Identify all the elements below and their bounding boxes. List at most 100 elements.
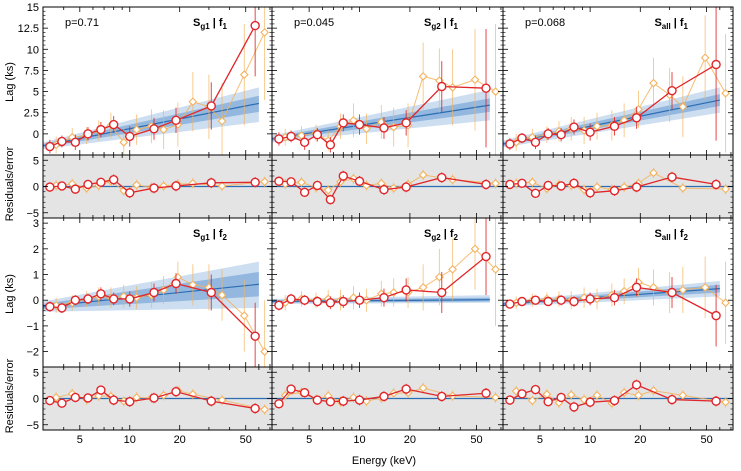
sg1-f2-x-tick-label: 50 bbox=[240, 434, 252, 446]
sall-f2-res-xmm-point bbox=[667, 394, 677, 405]
sg2-f2-lag-xmm-point bbox=[325, 298, 336, 308]
sg1-f2-lag-nustar-point bbox=[217, 290, 227, 300]
sg2-f1-p-value: p=0.045 bbox=[294, 17, 334, 29]
sg2-f1-res-xmm-point bbox=[401, 182, 411, 192]
sg2-f1-lag-nustar-point bbox=[362, 124, 371, 134]
sg2-f2-x-tick-label: 20 bbox=[404, 434, 416, 446]
sg1-f2-res-y-tick-label: 0 bbox=[33, 394, 39, 406]
sall-f2-label-main: S bbox=[654, 228, 661, 240]
sg2-f1-resid-plot bbox=[272, 169, 503, 205]
sall-f2-res-xmm-point bbox=[543, 396, 553, 407]
sg1-f2-lag-xmm-point bbox=[45, 301, 55, 312]
sall-f2-lag-xmm-series bbox=[505, 277, 721, 347]
sall-f2-res-frame bbox=[502, 366, 734, 431]
sg2-f2-lag-xmm-point bbox=[286, 294, 296, 304]
sg1-f1-lag-plot bbox=[43, 7, 270, 155]
sall-f1-lag-xmm-point bbox=[667, 86, 677, 96]
sg2-f2-res-xmm-point bbox=[325, 396, 336, 407]
sg1-f1-res-nustar-point bbox=[260, 177, 270, 187]
sg2-f2-res-xmm-point bbox=[354, 395, 365, 405]
sg2-f2-lag-xmm-point bbox=[379, 292, 389, 303]
sall-f1-res-xmm-point bbox=[569, 178, 579, 189]
sg1-f1-res-nustar-point bbox=[132, 180, 141, 190]
sg1-f2-label-sub1: g1 bbox=[200, 233, 210, 242]
sg2-f1-lag-xmm-point bbox=[312, 130, 323, 140]
sall-f1-res-xmm-point bbox=[585, 188, 595, 198]
sg2-f2-res-xmm-point bbox=[299, 388, 310, 398]
sg1-f2-lag-xmm-point bbox=[206, 287, 216, 298]
sall-f2-lag-nustar-point bbox=[700, 282, 710, 292]
sg1-f2-res-xmm-point bbox=[83, 393, 93, 403]
sg2-f2-lag-nustar-series bbox=[280, 218, 500, 326]
sall-f2-x-tick-label: 10 bbox=[584, 434, 596, 446]
sg2-f1-lag-xmm-point bbox=[299, 137, 310, 148]
sg1-f1-lag-nustar-point bbox=[188, 97, 198, 107]
sall-f2-res-xmm-point bbox=[505, 395, 515, 405]
sg1-f2-lag-xmm-series bbox=[45, 273, 260, 367]
sg2-f2-lag-xmm-point bbox=[299, 295, 310, 305]
sall-f2-res-nustar-point bbox=[579, 395, 589, 404]
sg1-f1-lag-y-tick-label: 2.5 bbox=[24, 108, 39, 120]
sg1-f1-lag-nustar-point bbox=[159, 125, 168, 135]
sg1-f2-resid-plot bbox=[43, 385, 272, 415]
sg2-f2-x-tick-label: 50 bbox=[470, 434, 482, 446]
sg1-f2-res-y-tick-label: 5 bbox=[33, 367, 39, 379]
sg2-f2-lag-xmm-point bbox=[354, 295, 365, 305]
sall-f2-x-tick-label: 5 bbox=[537, 434, 543, 446]
sg2-f2-x-tick-label: 5 bbox=[306, 434, 312, 446]
sg2-f2-lag-xmm-point bbox=[338, 296, 348, 307]
sall-f1-res-xmm-point bbox=[530, 188, 541, 199]
sg2-f2-lag-xmm-point bbox=[401, 285, 411, 295]
sg2-f1-lag-xmm-point bbox=[481, 83, 491, 93]
sall-f1-res-nustar-point bbox=[678, 183, 688, 193]
sg1-f2-lag-xmm-point bbox=[108, 294, 119, 304]
sg2-f1-panel-label: Sg2 | f1 bbox=[424, 17, 459, 31]
sall-f2-res-xmm-point bbox=[609, 395, 620, 406]
sall-f2-res-nustar-point bbox=[678, 390, 688, 400]
sg2-f1-lag-xmm-point bbox=[286, 131, 296, 142]
sg1-f1-lag-xmm-point bbox=[206, 101, 216, 111]
sall-f2-lag-xmm-point bbox=[543, 296, 553, 307]
sg2-f2-lag-xmm-series bbox=[274, 218, 491, 314]
sg1-f1-lag-nustar-point bbox=[239, 70, 249, 80]
sg1-f1-res-xmm-point bbox=[83, 179, 93, 190]
sg2-f1-label-sep: | f bbox=[441, 17, 454, 29]
sall-f2-res-xmm-series bbox=[505, 379, 721, 413]
sg1-f2-res-xmm-point bbox=[45, 395, 55, 406]
sall-f1-res-nustar-point bbox=[721, 184, 730, 194]
sg1-f1-res-nustar-point bbox=[217, 181, 227, 191]
sg1-f2-x-tick-label: 20 bbox=[174, 434, 186, 446]
sg1-f2-lag-xmm-point bbox=[57, 303, 67, 313]
sg2-f2-res-xmm-point bbox=[286, 384, 296, 394]
sg2-f1-res-xmm-point bbox=[379, 184, 389, 195]
sg1-f1-res-y-tick-label: −5 bbox=[26, 208, 39, 220]
sg1-f1-lag-nustar-point bbox=[132, 125, 141, 135]
sg1-f1-res-y-tick-label: 0 bbox=[33, 182, 39, 194]
sg1-f2-lag-nustar-point bbox=[239, 311, 249, 320]
sall-f2-res-nustar-point bbox=[721, 397, 730, 407]
sall-f1-lag-xmm-point bbox=[556, 130, 566, 140]
panel-sg2-f1: Sg2 | f1 p=0.045 bbox=[271, 6, 504, 219]
y-axis-label-residuals-row1: Residuals/error bbox=[4, 146, 16, 221]
sg1-f1-lag-nustar-point bbox=[119, 137, 129, 147]
sg2-f1-lag-xmm-point bbox=[401, 118, 411, 128]
sg2-f2-lag-nustar-point bbox=[491, 265, 500, 274]
sg2-f2-lag-xmm-point bbox=[481, 251, 491, 262]
sall-f2-label-sep: | f bbox=[671, 228, 684, 240]
sall-f2-lag-xmm-point bbox=[667, 287, 677, 298]
sall-f1-res-nustar-point bbox=[649, 168, 658, 178]
sall-f2-res-xmm-point bbox=[517, 389, 527, 399]
sg2-f1-res-nustar-point bbox=[491, 178, 500, 188]
sg1-f1-res-xmm-series bbox=[45, 174, 260, 199]
sall-f1-res-xmm-point bbox=[667, 172, 677, 182]
sall-f1-label-sub2: 1 bbox=[684, 22, 689, 31]
sall-f1-lag-xmm-point bbox=[543, 129, 553, 139]
sg2-f1-res-xmm-point bbox=[312, 180, 323, 191]
sg1-f2-lag-xmm-point bbox=[96, 289, 106, 299]
sall-f2-res-nustar-point bbox=[592, 390, 602, 400]
sg2-f1-res-nustar-point bbox=[323, 185, 333, 195]
sall-f1-lag-xmm-series bbox=[505, 7, 721, 150]
sall-f2-res-xmm-point bbox=[569, 402, 579, 412]
sg2-f1-label-main: S bbox=[424, 17, 431, 29]
sg1-f1-resid-plot bbox=[43, 174, 272, 199]
